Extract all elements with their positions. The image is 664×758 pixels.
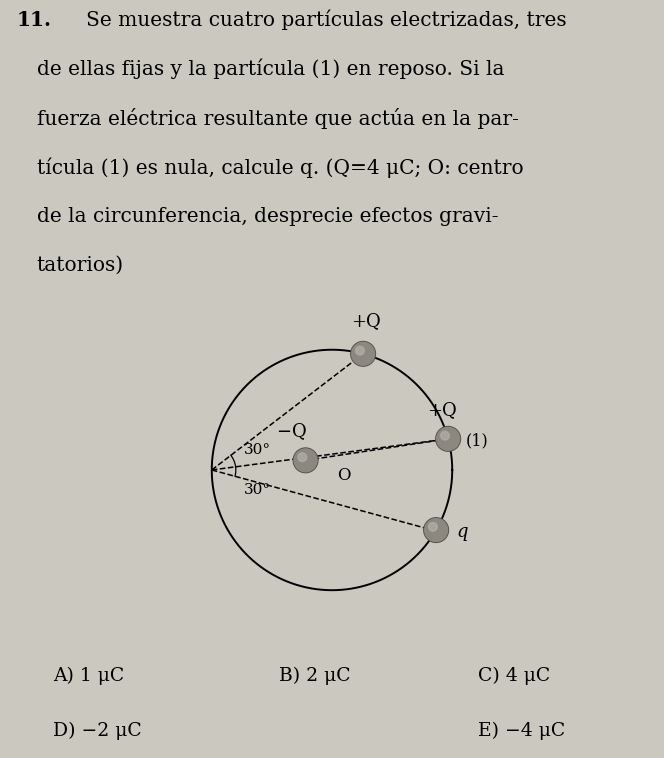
Text: A) 1 μC: A) 1 μC bbox=[53, 667, 124, 685]
Text: q: q bbox=[456, 524, 467, 541]
Circle shape bbox=[293, 448, 318, 473]
Circle shape bbox=[436, 427, 460, 451]
Text: D) −2 μC: D) −2 μC bbox=[53, 722, 142, 740]
Circle shape bbox=[428, 522, 438, 531]
Text: 11.: 11. bbox=[17, 10, 52, 30]
Text: de ellas fijas y la partícula (1) en reposo. Si la: de ellas fijas y la partícula (1) en rep… bbox=[37, 59, 504, 80]
Text: de la circunferencia, desprecie efectos gravi-: de la circunferencia, desprecie efectos … bbox=[37, 207, 498, 226]
Text: +Q: +Q bbox=[427, 401, 457, 419]
Text: $-$Q: $-$Q bbox=[276, 421, 307, 442]
Text: Se muestra cuatro partículas electrizadas, tres: Se muestra cuatro partículas electrizada… bbox=[86, 10, 567, 30]
Text: 30°: 30° bbox=[244, 443, 272, 456]
Circle shape bbox=[441, 431, 450, 440]
Text: tícula (1) es nula, calcule q. (Q=4 μC; O: centro: tícula (1) es nula, calcule q. (Q=4 μC; … bbox=[37, 158, 523, 178]
Text: O: O bbox=[337, 468, 351, 484]
Text: tatorios): tatorios) bbox=[37, 256, 124, 275]
Circle shape bbox=[298, 453, 307, 462]
Circle shape bbox=[352, 343, 374, 365]
Text: (1): (1) bbox=[465, 433, 488, 449]
Circle shape bbox=[294, 449, 317, 471]
Text: 30°: 30° bbox=[244, 484, 272, 497]
Circle shape bbox=[356, 346, 365, 355]
Text: fuerza eléctrica resultante que actúa en la par-: fuerza eléctrica resultante que actúa en… bbox=[37, 108, 519, 130]
Circle shape bbox=[351, 342, 375, 366]
Text: +Q: +Q bbox=[351, 312, 380, 330]
Text: C) 4 μC: C) 4 μC bbox=[478, 667, 550, 685]
Text: E) −4 μC: E) −4 μC bbox=[478, 722, 565, 740]
Text: B) 2 μC: B) 2 μC bbox=[279, 667, 351, 685]
Circle shape bbox=[437, 428, 459, 450]
Circle shape bbox=[424, 518, 448, 543]
Circle shape bbox=[425, 518, 448, 541]
